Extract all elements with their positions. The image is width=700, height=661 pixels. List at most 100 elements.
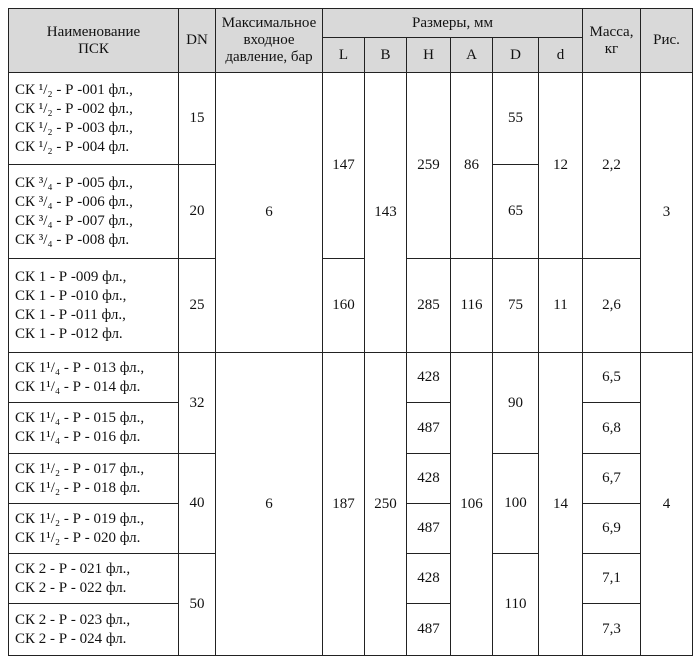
name-line: СК ¹/₂ - Р -002 фл., (15, 100, 133, 117)
header-cell: H (406, 37, 451, 73)
cell: 32 (178, 352, 216, 454)
cell: 6 (215, 352, 323, 656)
name-cell: СК 2 - Р - 021 фл., СК 2 - Р - 022 фл. (8, 553, 179, 604)
cell: 285 (406, 258, 451, 353)
name-line: СК 2 - Р - 022 фл. (15, 579, 127, 596)
name-line: СК 1¹/₄ - Р - 015 фл., (15, 410, 145, 426)
name-line: СК ¹/₂ - Р -003 фл., (15, 119, 133, 136)
name-line: СК ¹/₂ - Р -001 фл., (15, 81, 133, 98)
header-cell: Размеры, мм (322, 8, 583, 38)
cell: 147 (322, 72, 365, 259)
cell: 487 (406, 603, 451, 656)
name-line: СК ¹/₂ - Р -004 фл. (15, 138, 130, 155)
name-line: СК 1¹/₄ - Р - 016 фл. (15, 429, 141, 445)
header-cell: Рис. (640, 8, 693, 73)
header-text: Наименование (46, 23, 141, 40)
name-line: СК 1¹/₄ - Р - 013 фл., (15, 359, 145, 376)
name-line: СК 1 - Р -009 фл., (15, 268, 127, 285)
cell: 143 (364, 72, 407, 353)
header-text: кг (604, 40, 619, 57)
cell: 40 (178, 453, 216, 554)
name-line: СК 1 - Р -010 фл., (15, 287, 127, 304)
cell: 3 (640, 72, 693, 353)
name-cell: СК 2 - Р - 023 фл., СК 2 - Р - 024 фл. (8, 603, 179, 656)
cell: 106 (450, 352, 493, 656)
cell: 11 (538, 258, 583, 353)
name-cell: СК 1¹/₄ - Р - 013 фл., СК 1¹/₄ - Р - 014 … (8, 352, 179, 403)
cell: 110 (492, 553, 539, 656)
cell: 259 (406, 72, 451, 259)
cell: 4 (640, 352, 693, 656)
name-line: СК 2 - Р - 021 фл., (15, 560, 131, 577)
name-cell: СК 1 - Р -009 фл., СК 1 - Р -010 фл., СК 1… (8, 258, 179, 353)
cell: 6,9 (582, 503, 641, 554)
cell: 12 (538, 72, 583, 259)
row: СК 1¹/₂ - Р - 019 фл., СК 1¹/₂ - Р - 020 … (8, 503, 693, 554)
header-text: Масса, (589, 23, 634, 40)
header-text: давление, бар (225, 49, 313, 65)
name-cell: СК 1¹/₂ - Р - 019 фл., СК 1¹/₂ - Р - 020 … (8, 503, 179, 554)
cell: 14 (538, 352, 583, 656)
header-cell: B (364, 37, 407, 73)
cell: 428 (406, 553, 451, 604)
cell: 6 (215, 72, 323, 353)
cell: 65 (492, 164, 539, 259)
header-text: Максимальное (221, 15, 317, 31)
cell: 187 (322, 352, 365, 656)
name-line: СК ³/₄ - Р -006 фл., (15, 193, 133, 210)
cell: 86 (450, 72, 493, 259)
name-line: СК ³/₄ - Р -007 фл., (15, 212, 133, 229)
cell: 100 (492, 453, 539, 554)
name-cell: СК 1¹/₄ - Р - 015 фл., СК 1¹/₄ - Р - 016 … (8, 402, 179, 454)
name-line: СК 1¹/₂ - Р - 020 фл. (15, 529, 141, 546)
name-line: СК 1 - Р -011 фл., (15, 306, 126, 323)
header-cell: DN (178, 8, 216, 73)
name-cell: СК ³/₄ - Р -005 фл., СК ³/₄ - Р -006 фл.,… (8, 164, 179, 259)
header-row: Наименование ПСК DN Максимальное входное да… (8, 8, 693, 73)
header-cell: L (322, 37, 365, 73)
name-line: СК 1¹/₄ - Р - 014 фл. (15, 378, 141, 395)
cell: 487 (406, 503, 451, 554)
cell: 90 (492, 352, 539, 454)
name-line: СК ³/₄ - Р -008 фл. (15, 231, 130, 248)
name-line: СК 1¹/₂ - Р - 017 фл., (15, 460, 145, 477)
cell: 6,5 (582, 352, 641, 403)
cell: 25 (178, 258, 216, 353)
header-cell: Наименование ПСК (8, 8, 179, 73)
name-line: СК 2 - Р - 023 фл., (15, 611, 131, 628)
cell: 428 (406, 352, 451, 403)
name-cell: СК 1¹/₂ - Р - 017 фл., СК 1¹/₂ - Р - 018 … (8, 453, 179, 504)
row: СК 1 - Р -009 фл., СК 1 - Р -010 фл., СК 1… (8, 258, 693, 353)
cell: 20 (178, 164, 216, 259)
cell: 6,7 (582, 453, 641, 504)
cell: 6,8 (582, 402, 641, 454)
name-line: СК 1 - Р -012 фл. (15, 325, 123, 342)
cell: 250 (364, 352, 407, 656)
header-cell: Масса, кг (582, 8, 641, 73)
header-text: входное (243, 32, 295, 48)
row: СК ¹/₂ - Р -001 фл., СК ¹/₂ - Р -002 фл.,… (8, 72, 693, 353)
row: СК 1¹/₄ - Р - 013 фл., СК 1¹/₄ - Р - 014 … (8, 352, 693, 656)
cell: 75 (492, 258, 539, 353)
row: СК 2 - Р - 023 фл., СК 2 - Р - 024 фл. 48… (8, 603, 693, 656)
name-line: СК 2 - Р - 024 фл. (15, 630, 127, 647)
cell: 55 (492, 72, 539, 165)
cell: 7,1 (582, 553, 641, 604)
cell: 487 (406, 402, 451, 454)
name-line: СК ³/₄ - Р -005 фл., (15, 174, 133, 191)
header-cell: d (538, 37, 583, 73)
name-line: СК 1¹/₂ - Р - 019 фл., (15, 510, 145, 527)
header-cell: Максимальное входное давление, бар (215, 8, 323, 73)
header-cell: A (450, 37, 493, 73)
cell: 116 (450, 258, 493, 353)
header-text: ПСК (78, 40, 109, 57)
name-cell: СК ¹/₂ - Р -001 фл., СК ¹/₂ - Р -002 фл.,… (8, 72, 179, 165)
header-row: L B H A D d (9, 37, 693, 73)
cell: 2,2 (582, 72, 641, 259)
cell: 15 (178, 72, 216, 165)
name-line: СК 1¹/₂ - Р - 018 фл. (15, 479, 141, 496)
cell: 428 (406, 453, 451, 504)
cell: 50 (178, 553, 216, 656)
